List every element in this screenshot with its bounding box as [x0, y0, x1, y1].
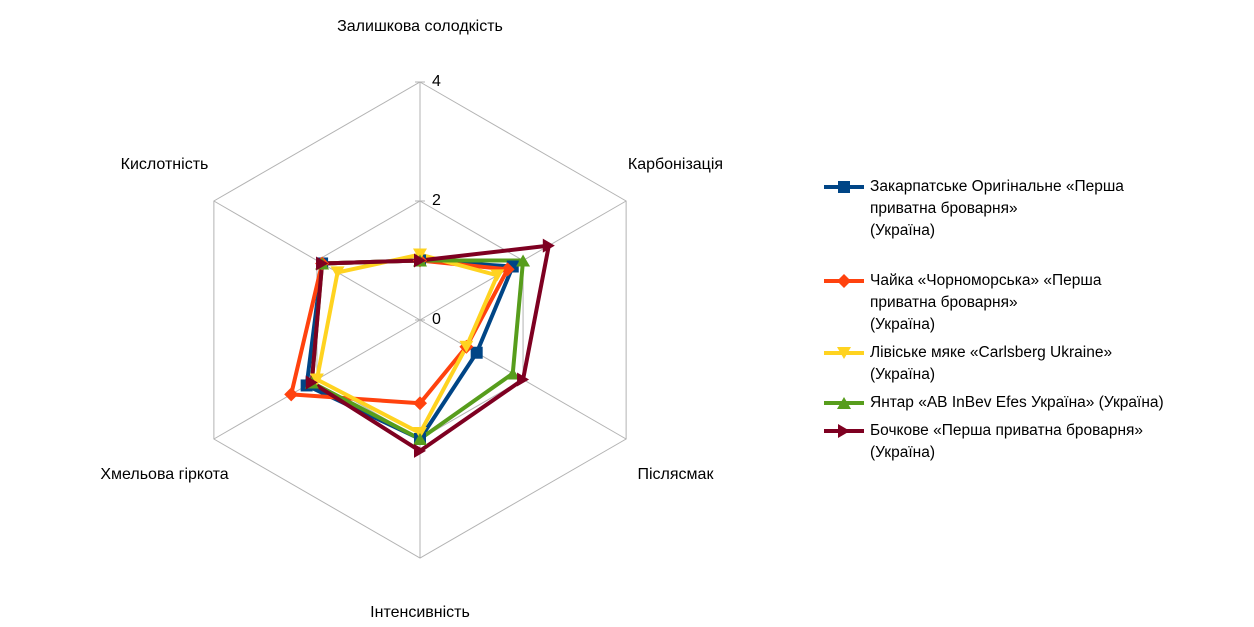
- marker: [837, 347, 851, 359]
- marker: [330, 266, 345, 279]
- axis-label: Інтенсивність: [370, 604, 470, 621]
- axis-label: Хмельова гіркота: [100, 466, 228, 483]
- legend-item: Чайка «Чорноморська» «Перша приватна бро…: [822, 270, 1247, 336]
- tick-label: 0: [432, 311, 441, 328]
- marker: [305, 375, 318, 390]
- marker: [316, 256, 329, 271]
- legend-label: Янтар «AB InBev Efes Україна» (Україна): [870, 394, 1164, 411]
- axis-label: Кислотність: [121, 156, 209, 173]
- legend-item: Закарпатське Оригінальне «Перша приватна…: [822, 176, 1247, 242]
- marker: [490, 269, 505, 282]
- marker: [470, 346, 483, 359]
- marker: [414, 253, 426, 268]
- legend: Закарпатське Оригінальне «Перша приватна…: [822, 176, 1247, 470]
- marker: [309, 373, 324, 386]
- grid-ring: [213, 81, 627, 559]
- marker: [413, 396, 427, 411]
- marker: [500, 262, 515, 277]
- legend-swatch: [824, 424, 864, 438]
- tick-label: 4: [432, 73, 441, 90]
- axis-label: Залишкова солодкість: [337, 18, 503, 35]
- marker: [414, 443, 426, 458]
- marker: [413, 433, 427, 445]
- legend-label: Лівіське мяке «Carlsberg Ukraine» (Украї…: [870, 344, 1113, 383]
- marker: [837, 397, 851, 409]
- legend-item: Янтар «AB InBev Efes Україна» (Україна): [822, 392, 1247, 414]
- marker: [542, 238, 555, 253]
- legend-item: Лівіське мяке «Carlsberg Ukraine» (Украї…: [822, 342, 1247, 386]
- marker: [838, 424, 850, 438]
- marker: [505, 367, 520, 380]
- marker: [517, 372, 530, 387]
- marker: [837, 274, 851, 288]
- chart: 0 2 4 Залишкова солодкість Карбонізація Після…: [100, 18, 723, 621]
- marker: [838, 181, 850, 193]
- marker: [516, 254, 531, 267]
- legend-swatch: [824, 181, 864, 193]
- tick-label: 2: [432, 192, 441, 209]
- marker: [284, 387, 299, 402]
- axis-label: Післясмак: [638, 466, 715, 483]
- legend-label: Чайка «Чорноморська» «Перша приватна бро…: [870, 272, 1102, 333]
- axis-label: Карбонізація: [628, 156, 723, 173]
- marker: [459, 340, 474, 353]
- legend-swatch: [824, 397, 864, 409]
- legend-item: Бочкове «Перша приватна броварня» (Украї…: [822, 420, 1247, 464]
- legend-label: Бочкове «Перша приватна броварня» (Украї…: [870, 422, 1144, 461]
- legend-swatch: [824, 274, 864, 288]
- legend-swatch: [824, 347, 864, 359]
- legend-label: Закарпатське Оригінальне «Перша приватна…: [870, 178, 1124, 239]
